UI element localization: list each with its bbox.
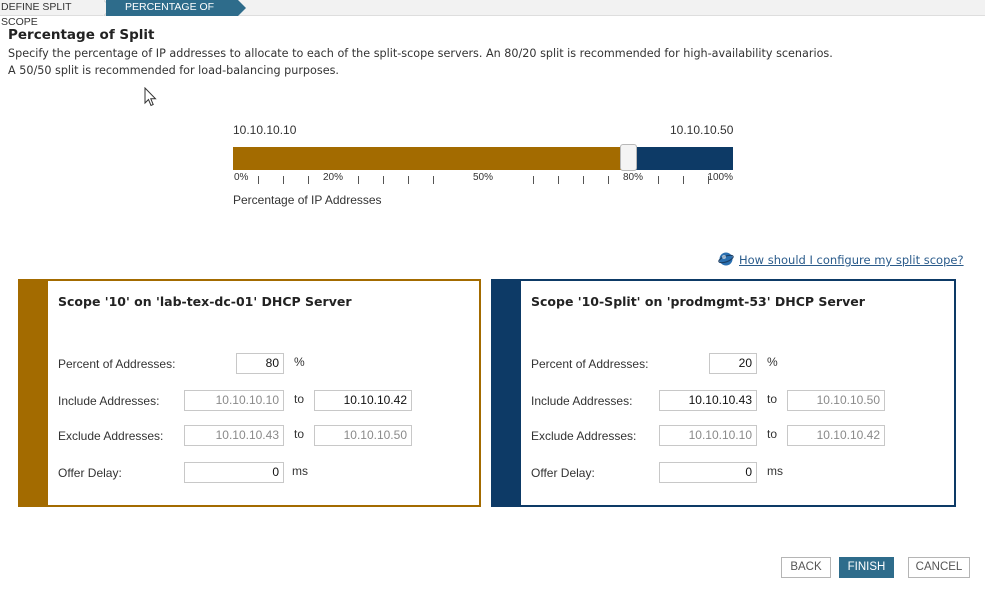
wizard-breadcrumb: DEFINE SPLIT SCOPE PERCENTAGE OF SPLIT — [0, 0, 985, 28]
exclude-to-label: to — [767, 427, 778, 441]
slider-axis-label: Percentage of IP Addresses — [233, 193, 382, 207]
percent-label: Percent of Addresses: — [531, 357, 649, 371]
tick-mark — [608, 176, 609, 184]
tick-mark — [383, 176, 384, 184]
offer-delay-unit: ms — [767, 464, 783, 478]
active-step-arrow — [238, 0, 246, 16]
step-define-split-scope[interactable]: DEFINE SPLIT SCOPE — [1, 1, 72, 28]
tick-mark — [708, 176, 709, 184]
percent-unit: % — [294, 355, 305, 369]
include-from-field: 10.10.10.10 — [184, 390, 284, 411]
include-to-input[interactable]: 10.10.10.42 — [314, 390, 412, 411]
description-line-1: Specify the percentage of IP addresses t… — [8, 47, 833, 60]
tick-mark — [533, 176, 534, 184]
exclude-label: Exclude Addresses: — [531, 429, 637, 443]
split-slider-track[interactable] — [233, 144, 733, 171]
tick-mark — [433, 176, 434, 184]
include-to-label: to — [294, 392, 305, 406]
include-to-label: to — [767, 392, 778, 406]
scope-panel-primary: Scope '10' on 'lab-tex-dc-01' DHCP Serve… — [18, 279, 481, 507]
include-from-input[interactable]: 10.10.10.43 — [659, 390, 757, 411]
slider-handle[interactable] — [620, 144, 637, 171]
description-line-2: A 50/50 split is recommended for load-ba… — [8, 64, 339, 77]
tick-label: 80% — [623, 172, 644, 183]
scope-color-bar — [493, 281, 521, 505]
tick-label: 50% — [473, 172, 494, 183]
tick-label: 0% — [234, 172, 249, 183]
help-globe-icon — [718, 252, 734, 266]
tick-label: 20% — [323, 172, 344, 183]
exclude-from-field: 10.10.10.10 — [659, 425, 757, 446]
slider-fill-primary — [233, 147, 628, 170]
exclude-to-field: 10.10.10.42 — [787, 425, 885, 446]
tick-mark — [258, 176, 259, 184]
tick-mark — [358, 176, 359, 184]
tick-label: 100% — [707, 172, 733, 183]
exclude-from-field: 10.10.10.43 — [184, 425, 284, 446]
back-button[interactable]: BACK — [781, 557, 831, 578]
offer-delay-unit: ms — [292, 464, 308, 478]
tick-mark — [408, 176, 409, 184]
page-title: Percentage of Split — [8, 27, 155, 43]
percent-unit: % — [767, 355, 778, 369]
offer-delay-label: Offer Delay: — [531, 466, 595, 480]
exclude-label: Exclude Addresses: — [58, 429, 164, 443]
help-link[interactable]: How should I configure my split scope? — [739, 253, 964, 267]
percent-input[interactable]: 80 — [236, 353, 284, 374]
slider-start-ip: 10.10.10.10 — [233, 123, 297, 137]
scope-color-bar — [20, 281, 48, 505]
step-percentage-of-split[interactable]: PERCENTAGE OF SPLIT — [106, 0, 238, 28]
tick-mark — [583, 176, 584, 184]
slider-ticks: 0% 20% 50% 80% 100% — [233, 172, 733, 186]
tick-mark — [283, 176, 284, 184]
finish-button[interactable]: FINISH — [839, 557, 894, 578]
exclude-to-label: to — [294, 427, 305, 441]
slider-end-ip: 10.10.10.50 — [670, 123, 734, 137]
offer-delay-label: Offer Delay: — [58, 466, 122, 480]
include-label: Include Addresses: — [531, 394, 633, 408]
tick-mark — [558, 176, 559, 184]
offer-delay-input[interactable]: 0 — [659, 462, 757, 483]
scope-title: Scope '10-Split' on 'prodmgmt-53' DHCP S… — [531, 294, 865, 309]
tick-mark — [308, 176, 309, 184]
cancel-button[interactable]: CANCEL — [908, 557, 970, 578]
exclude-to-field: 10.10.10.50 — [314, 425, 412, 446]
include-to-field: 10.10.10.50 — [787, 390, 885, 411]
include-label: Include Addresses: — [58, 394, 160, 408]
tick-mark — [658, 176, 659, 184]
percent-label: Percent of Addresses: — [58, 357, 176, 371]
scope-panel-secondary: Scope '10-Split' on 'prodmgmt-53' DHCP S… — [491, 279, 956, 507]
tick-mark — [683, 176, 684, 184]
scope-title: Scope '10' on 'lab-tex-dc-01' DHCP Serve… — [58, 294, 352, 309]
percent-input[interactable]: 20 — [709, 353, 757, 374]
offer-delay-input[interactable]: 0 — [184, 462, 284, 483]
mouse-cursor-icon — [144, 87, 157, 107]
